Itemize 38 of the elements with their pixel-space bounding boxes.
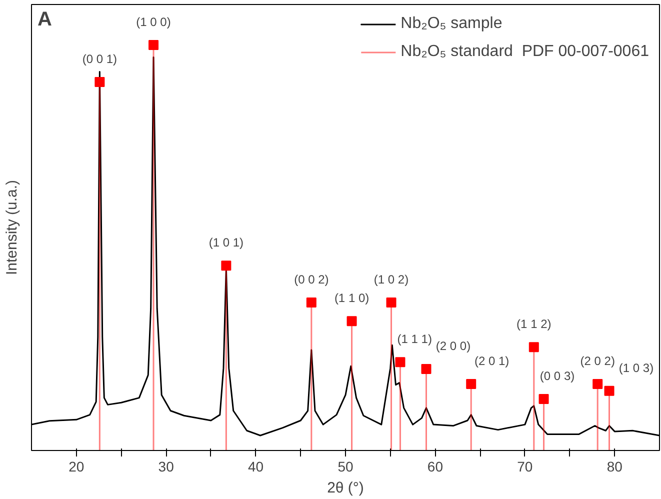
annotation: (0 0 3) xyxy=(540,369,575,384)
annotation: (0 0 2) xyxy=(294,272,329,287)
x-tick-label: 60 xyxy=(427,458,444,474)
x-tick-label: 40 xyxy=(248,458,264,474)
text: A xyxy=(38,8,52,30)
x-tick-label: 70 xyxy=(517,458,533,474)
annotation: (1 0 1) xyxy=(208,236,244,250)
x-tick-label: 80 xyxy=(606,458,623,474)
point xyxy=(221,260,232,271)
annotation: (1 0 3) xyxy=(618,360,654,375)
point xyxy=(466,379,476,390)
point xyxy=(592,379,603,390)
annotation: (1 1 1) xyxy=(397,332,432,346)
annotation: (2 0 2) xyxy=(580,354,615,368)
legend-label: Nb₂O₅ standard PDF 00-007-0061 xyxy=(400,43,649,61)
annotation: (1 1 0) xyxy=(334,291,370,306)
annotation: (0 0 1) xyxy=(82,52,118,66)
point xyxy=(148,40,159,50)
annotation: (1 1 2) xyxy=(516,317,552,332)
y-axis-title: Intensity (u.a.) xyxy=(4,180,20,276)
point xyxy=(346,316,357,326)
point xyxy=(421,364,432,374)
x-tick-label: 20 xyxy=(68,458,84,474)
point xyxy=(94,76,105,87)
point xyxy=(604,386,614,396)
x-tick-label: 50 xyxy=(338,458,354,474)
x-tick-label: 30 xyxy=(158,458,174,474)
annotation: (2 0 0) xyxy=(436,339,471,354)
point xyxy=(306,298,316,308)
point xyxy=(538,394,549,404)
annotation: (1 0 0) xyxy=(136,15,171,30)
point xyxy=(386,298,396,308)
x-axis-title: 2θ (°) xyxy=(327,480,364,496)
annotation: (1 0 2) xyxy=(374,272,409,287)
point xyxy=(395,357,406,368)
point xyxy=(528,342,539,352)
legend-label: Nb₂O₅ sample xyxy=(400,15,502,33)
annotation: (2 0 1) xyxy=(474,354,510,368)
